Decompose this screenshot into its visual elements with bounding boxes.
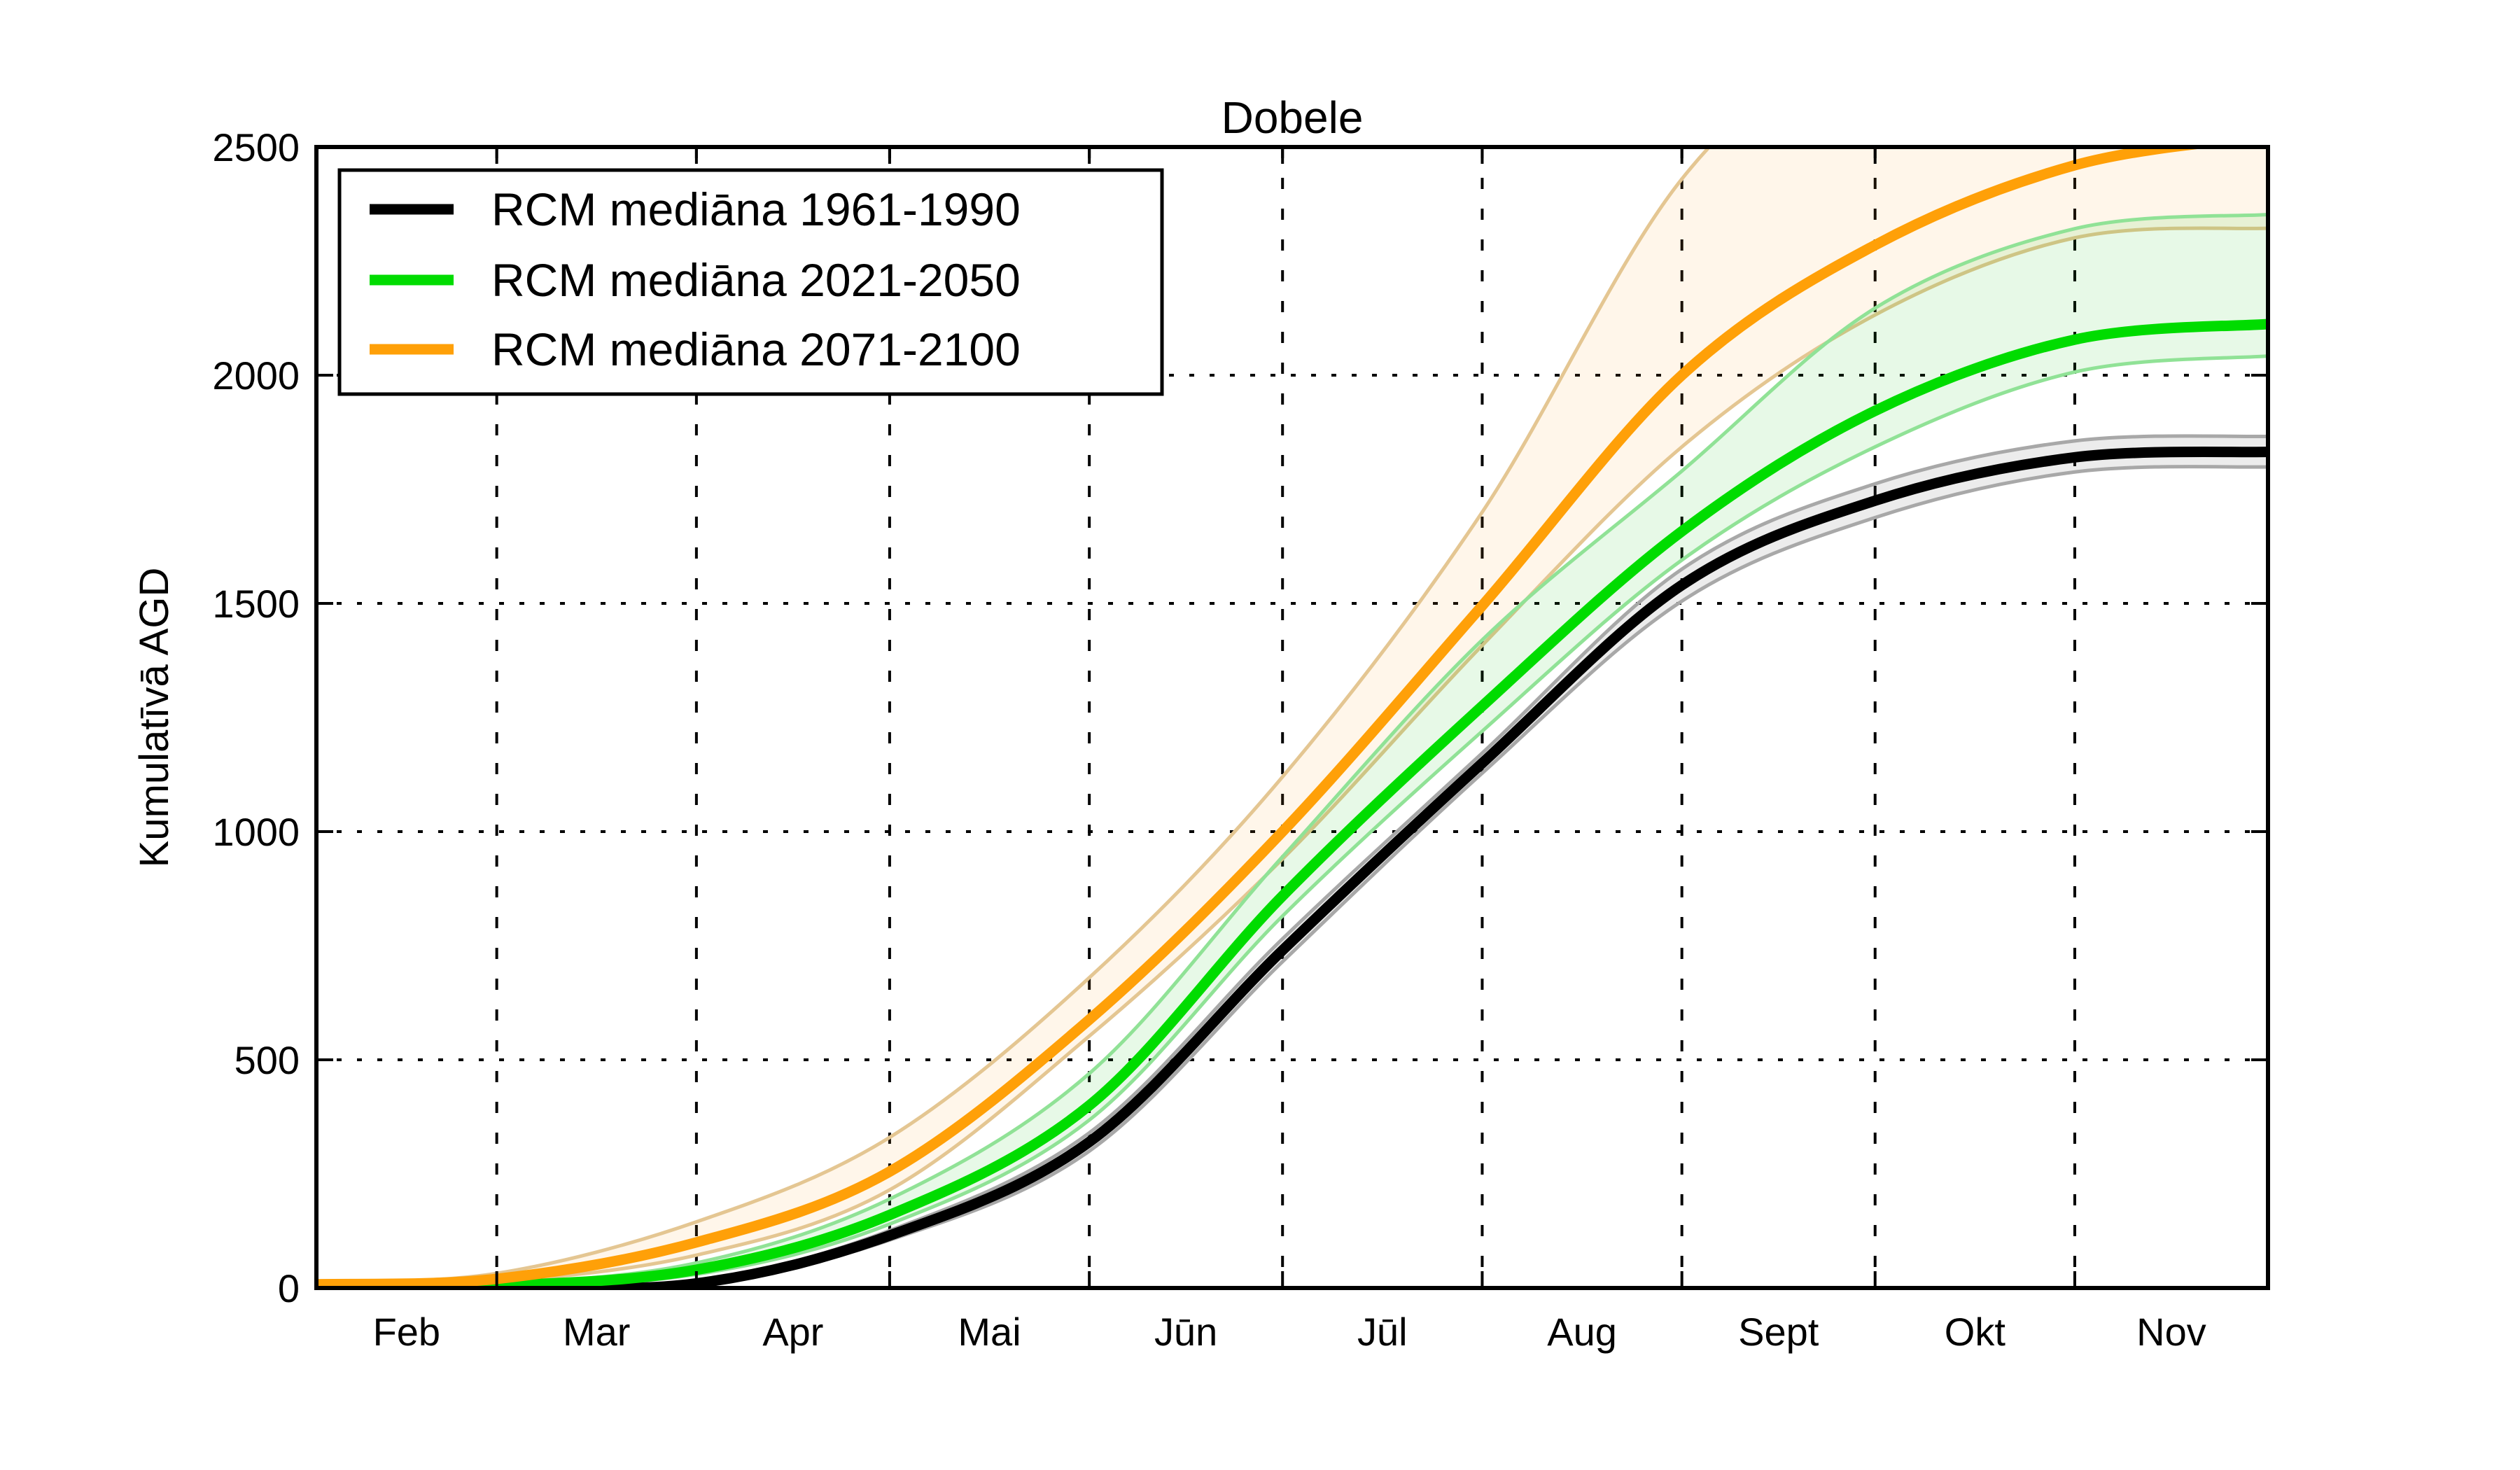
median-line-2 bbox=[316, 147, 2216, 1288]
legend-label: RCM mediāna 2021-2050 bbox=[491, 254, 1021, 306]
x-tick-label-Okt: Okt bbox=[1945, 1310, 2006, 1354]
y-tick-label: 1000 bbox=[212, 810, 300, 854]
median-line-1 bbox=[316, 318, 2268, 1288]
x-tick-label-Mar: Mar bbox=[563, 1310, 630, 1354]
legend-item-2021-2050: RCM mediāna 2021-2050 bbox=[370, 254, 1021, 306]
band-upper-edge-1 bbox=[316, 213, 2268, 1288]
axis-ticks bbox=[315, 146, 2269, 1289]
x-tick-label-Aug: Aug bbox=[1547, 1310, 1617, 1354]
y-tick-label: 1500 bbox=[212, 582, 300, 626]
x-tick-label-Sept: Sept bbox=[1738, 1310, 1819, 1354]
legend-box bbox=[337, 168, 1164, 396]
legend-item-2071-2100: RCM mediāna 2071-2100 bbox=[370, 323, 1021, 375]
legend-label: RCM mediāna 1961-1990 bbox=[491, 183, 1021, 235]
x-tick-label-Jūn: Jūn bbox=[1154, 1310, 1217, 1354]
x-tick-label-Apr: Apr bbox=[762, 1310, 823, 1354]
legend-label: RCM mediāna 2071-2100 bbox=[491, 323, 1021, 375]
y-axis-label: Kumulatīvā AGD bbox=[132, 568, 177, 868]
x-tick-label-Nov: Nov bbox=[2136, 1310, 2206, 1354]
axis-tick-labels: 0 500 1000 1500 2000 2500 Feb Mar Apr Mai Jūn Jūl Au… bbox=[212, 125, 2206, 1354]
legend-item-1961-1990: RCM mediāna 1961-1990 bbox=[370, 183, 1021, 235]
band-upper-edge-2 bbox=[316, 147, 1712, 1284]
x-tick-label-Mai: Mai bbox=[958, 1310, 1021, 1354]
band-lower-edge-0 bbox=[316, 465, 2268, 1288]
y-tick-label: 0 bbox=[278, 1266, 300, 1310]
band-fill-1 bbox=[316, 214, 2268, 1288]
y-tick-label: 2500 bbox=[212, 125, 300, 169]
x-tick-label-Jūl: Jūl bbox=[1357, 1310, 1408, 1354]
x-tick-label-Feb: Feb bbox=[373, 1310, 441, 1354]
plot-border bbox=[314, 145, 2270, 1290]
chart-title: Dobele bbox=[1222, 92, 1364, 143]
legend: RCM mediāna 1961-1990 RCM mediāna 2021-2… bbox=[337, 168, 1164, 396]
y-tick-label: 2000 bbox=[212, 354, 300, 398]
y-tick-label: 500 bbox=[234, 1038, 300, 1082]
band-lower-edge-2 bbox=[316, 226, 2268, 1288]
